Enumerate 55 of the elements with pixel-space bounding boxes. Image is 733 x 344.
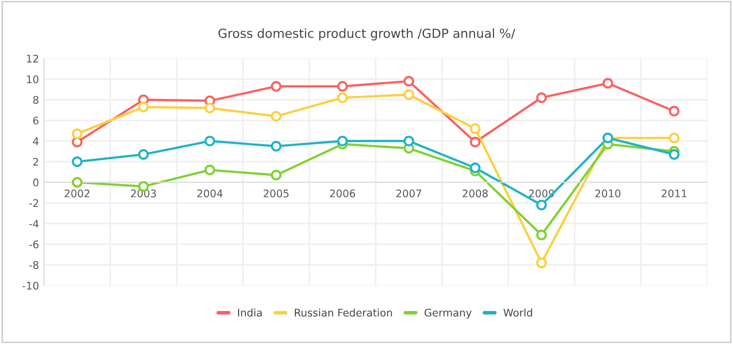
x-tick-label: 2005 (264, 189, 289, 198)
y-tick-label: 6 (33, 116, 38, 125)
x-tick-label: 2002 (64, 189, 90, 198)
point (138, 149, 149, 160)
point (72, 176, 82, 188)
point (72, 156, 82, 168)
point (536, 257, 547, 268)
point (204, 102, 216, 114)
point (404, 76, 414, 87)
x-tick-label: 2006 (330, 189, 356, 198)
legend-label: Germany (424, 308, 472, 319)
point (470, 136, 480, 148)
x-tick-label: 2008 (462, 189, 488, 198)
legend-label: World (503, 308, 532, 317)
point (404, 89, 414, 100)
point (337, 92, 348, 104)
point (72, 136, 82, 148)
point (470, 162, 480, 174)
point (72, 128, 82, 140)
y-tick-label: 4 (33, 137, 39, 145)
y-tick-label: -10 (22, 282, 38, 290)
y-tick-label: 2 (33, 158, 38, 166)
point (668, 149, 680, 160)
y-tick-label: -6 (29, 240, 38, 248)
point (270, 81, 282, 92)
x-tick-label: 2010 (595, 189, 620, 198)
point (470, 123, 480, 134)
x-tick-label: 2004 (197, 189, 222, 198)
point (536, 230, 547, 240)
point (138, 102, 149, 112)
point (204, 136, 216, 146)
point (337, 81, 348, 92)
point (536, 92, 547, 104)
y-tick-label: 8 (33, 96, 38, 104)
y-tick-label: -4 (29, 220, 39, 228)
point (668, 106, 680, 116)
legend-label: India (238, 308, 262, 317)
point (270, 110, 282, 122)
x-tick-label: 2011 (662, 189, 686, 198)
y-tick-label: 12 (27, 54, 38, 62)
point (270, 170, 282, 180)
chart-title: Gross domestic product growth /GDP annual %/ (218, 28, 516, 40)
point (602, 78, 614, 89)
x-tick-label: 2007 (396, 189, 422, 198)
point (404, 136, 414, 146)
point (204, 164, 216, 176)
y-tick-label: -8 (29, 261, 38, 269)
y-tick-label: 10 (27, 75, 38, 84)
y-tick-label: 0 (33, 178, 38, 186)
point (270, 140, 282, 152)
y-tick-label: -2 (29, 199, 38, 207)
point (337, 136, 348, 146)
point (536, 200, 547, 210)
point (668, 132, 680, 144)
legend-label: Russian Federation (294, 308, 392, 317)
